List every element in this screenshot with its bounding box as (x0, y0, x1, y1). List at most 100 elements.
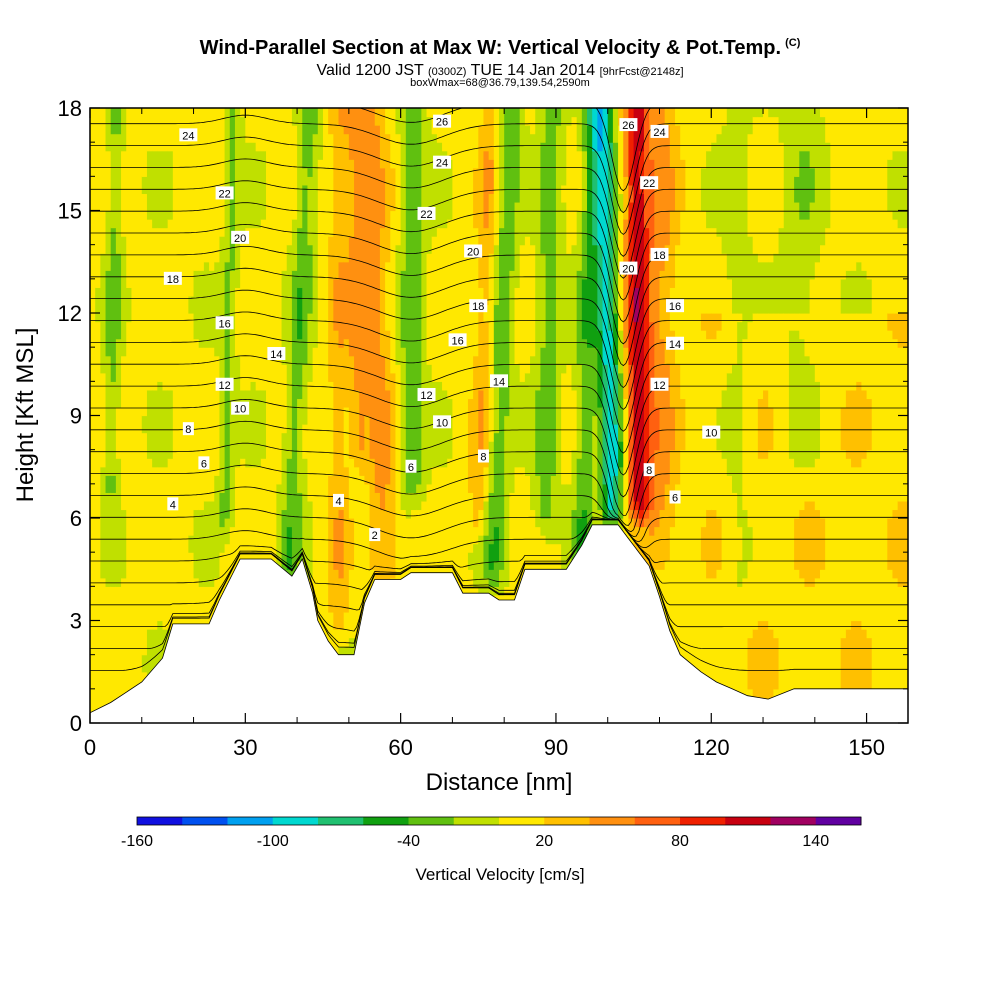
field-cell (488, 543, 495, 570)
contour-label-bg (650, 124, 669, 138)
field-cell (587, 125, 593, 348)
field-cell (426, 364, 433, 485)
field-cell (250, 466, 257, 622)
contour-label: 4 (167, 497, 179, 511)
field-cell (535, 475, 542, 528)
field-cell (892, 313, 899, 340)
field-cell (229, 270, 236, 528)
field-cell (887, 210, 894, 314)
field-cell (535, 108, 542, 391)
field-cell (643, 108, 650, 229)
field-cell (115, 458, 122, 587)
field-cell (799, 577, 806, 723)
field-cell (198, 509, 205, 587)
field-cell (514, 108, 521, 203)
field-cell (669, 526, 676, 723)
field-cell (209, 500, 215, 587)
contour-label-text: 2 (372, 530, 378, 542)
field-cell (612, 518, 619, 528)
field-cell (612, 364, 619, 425)
contour-label: 24 (179, 128, 198, 142)
field-cell (478, 389, 485, 459)
field-cell (193, 509, 200, 579)
field-cell (291, 108, 298, 126)
contour-label: 18 (163, 271, 182, 286)
field-cell (540, 347, 547, 519)
field-cell (152, 389, 158, 468)
colorbar-swatch (725, 817, 771, 825)
field-cell (861, 270, 868, 314)
field-cell (493, 560, 500, 587)
field-cell (706, 338, 712, 511)
field-cell (328, 108, 334, 135)
field-cell (581, 150, 588, 212)
field-cell (364, 415, 371, 485)
field-cell (623, 176, 630, 220)
field-cell (162, 108, 169, 152)
field-cell (410, 492, 417, 511)
field-cell (250, 108, 257, 143)
field-cell (286, 244, 293, 459)
field-cell (338, 509, 345, 579)
field-cell (493, 108, 500, 246)
field-cell (721, 389, 728, 459)
y-tick-label: 3 (70, 609, 82, 634)
contour-label: 16 (215, 316, 234, 330)
field-cell (607, 518, 614, 528)
field-cell (902, 347, 908, 502)
field-cell (845, 270, 852, 314)
field-cell (887, 330, 894, 519)
field-cell (467, 398, 474, 493)
field-cell (152, 108, 158, 152)
field-cell (240, 108, 246, 118)
field-cell (312, 108, 319, 135)
field-cell (612, 475, 619, 519)
field-cell (628, 509, 635, 519)
field-cell (752, 253, 759, 314)
chart-title: Wind-Parallel Section at Max W: Vertical… (0, 37, 1000, 60)
field-cell (100, 372, 107, 468)
field-cell (493, 586, 500, 596)
field-cell (255, 466, 262, 630)
field-cell (152, 466, 158, 630)
field-cell (374, 108, 381, 126)
theta-contour (90, 136, 908, 235)
field-cell (338, 261, 345, 348)
colorbar-swatch (318, 817, 364, 825)
contour-label-text: 6 (408, 462, 414, 474)
contour-label-text: 22 (643, 178, 655, 190)
field-cell (763, 620, 769, 707)
field-cell (659, 270, 666, 340)
field-cell (338, 108, 345, 126)
contour-label-text: 20 (467, 247, 479, 259)
field-cell (804, 219, 811, 314)
field-cell (830, 108, 837, 723)
field-cell (100, 577, 107, 723)
field-cell (680, 449, 686, 723)
field-cell (618, 466, 624, 519)
contour-label-text: 4 (335, 496, 341, 508)
field-cell (716, 518, 723, 570)
field-cell (856, 466, 863, 622)
field-cell (700, 108, 707, 169)
field-cell (597, 150, 604, 246)
field-cell (467, 492, 474, 553)
field-cell (115, 108, 122, 135)
x-tick-label: 30 (233, 735, 257, 760)
field-cell (799, 509, 806, 579)
field-cell (297, 398, 303, 493)
field-cell (649, 159, 655, 254)
contour-label-text: 12 (420, 390, 432, 402)
field-cell (752, 108, 759, 118)
field-cell (649, 253, 655, 323)
field-cell (395, 244, 402, 365)
field-cell (799, 108, 806, 152)
field-cell (571, 449, 578, 511)
field-cell (245, 108, 252, 143)
contour-label-bg (469, 299, 488, 313)
field-cell (488, 193, 495, 254)
field-cell (752, 116, 759, 254)
field-cell (260, 150, 267, 220)
field-cell (493, 381, 500, 434)
field-cell (721, 253, 728, 391)
